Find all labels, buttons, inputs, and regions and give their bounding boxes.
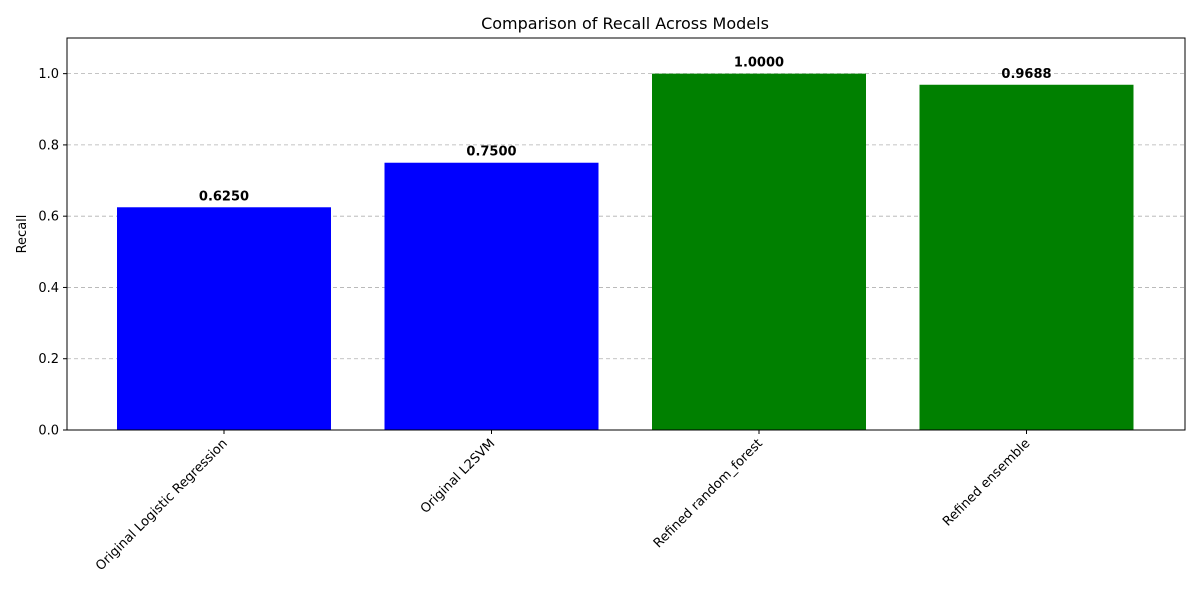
bar <box>117 207 331 430</box>
y-tick-label: 0.8 <box>38 138 59 153</box>
bar-value-label: 0.7500 <box>466 145 516 160</box>
y-tick-label: 1.0 <box>38 67 59 82</box>
chart-title: Comparison of Recall Across Models <box>481 14 769 33</box>
x-tick-label: Original L2SVM <box>418 436 499 517</box>
y-tick-label: 0.2 <box>38 352 59 367</box>
bar-value-label: 0.9688 <box>1001 67 1051 82</box>
value-labels: 0.6250 0.7500 1.0000 0.9688 <box>199 56 1052 205</box>
x-tick-label: Refined random_forest <box>651 436 766 551</box>
bar <box>652 73 866 431</box>
x-axis-ticks: Original Logistic Regression Original L2S… <box>93 430 1033 574</box>
bar-value-label: 1.0000 <box>734 56 784 71</box>
y-tick-label: 0.4 <box>38 281 59 296</box>
bar-value-label: 0.6250 <box>199 189 249 204</box>
y-axis-ticks: 0.0 0.2 0.4 0.6 0.8 1.0 <box>38 67 67 439</box>
bars <box>117 73 1134 431</box>
plot-frame <box>66 37 1186 431</box>
bar <box>919 84 1134 430</box>
x-tick-label: Original Logistic Regression <box>93 436 231 574</box>
x-tick-label: Refined ensemble <box>940 436 1033 529</box>
y-tick-label: 0.6 <box>38 210 59 225</box>
y-axis-label: Recall <box>15 215 30 254</box>
y-tick-label: 0.0 <box>38 424 59 439</box>
bar <box>384 162 599 430</box>
